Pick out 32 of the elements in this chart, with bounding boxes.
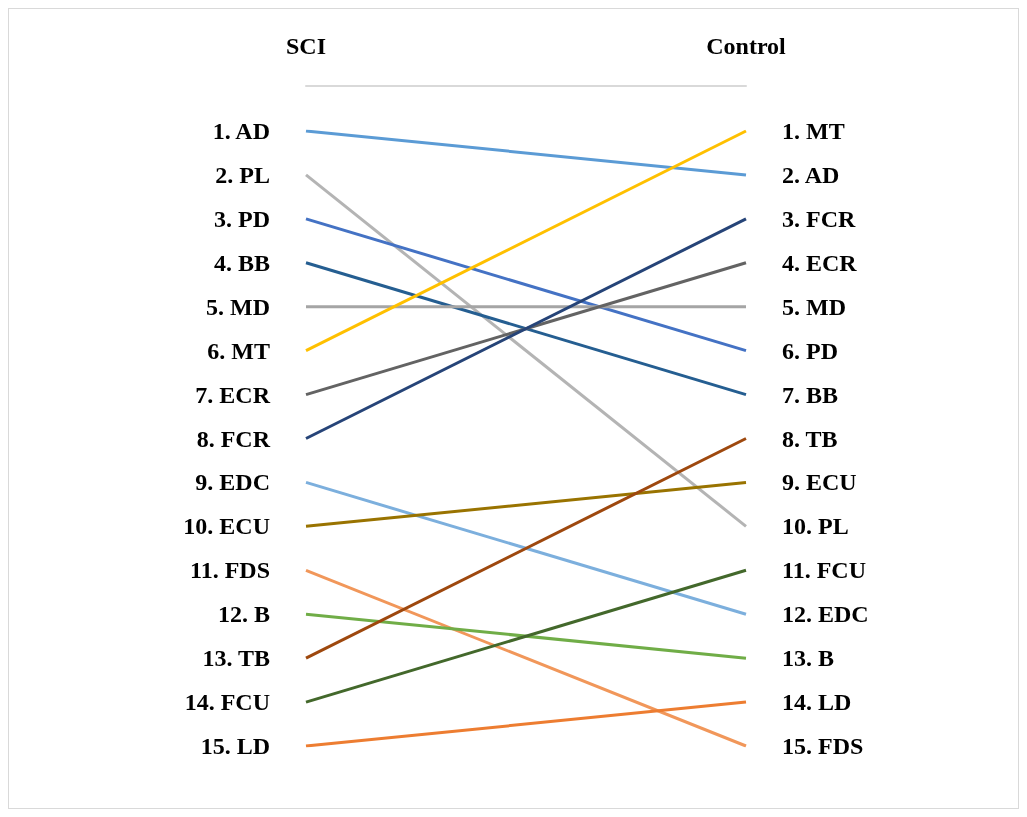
y-tick-label: 15. LD: [200, 733, 270, 759]
y-tick-label: 12. B: [217, 601, 270, 628]
y-tick-label: 9. EDC: [195, 469, 270, 496]
y2-tick-label: 12. EDC: [782, 601, 869, 628]
y2-tick-label: 11. FCU: [782, 557, 866, 584]
y-tick-label: 8. FCR: [196, 425, 271, 452]
y-tick-label: 6. MT: [207, 337, 270, 364]
y2-tick-label: 2. AD: [782, 161, 840, 188]
y2-tick-label: 7. BB: [782, 381, 839, 408]
y2-tick-label: 10. PL: [782, 513, 849, 540]
y-tick-label: 3. PD: [214, 205, 270, 232]
y-tick-label: 1. AD: [212, 118, 270, 144]
y-tick-label: 4. BB: [213, 249, 270, 276]
y-tick-label: 13. TB: [202, 645, 270, 672]
y-tick-label: 7. ECR: [195, 381, 271, 408]
y2-tick-label: 6. PD: [782, 337, 838, 364]
y2-tick-label: 4. ECR: [782, 249, 858, 276]
y-tick-label: 2. PL: [215, 161, 270, 188]
y2-tick-label: 8. TB: [782, 425, 838, 452]
y-tick-label: 11. FDS: [189, 557, 270, 584]
y2-tick-label: 14. LD: [782, 689, 852, 716]
y2-tick-label: 3. FCR: [782, 205, 856, 232]
y2-tick-label: 1. MT: [782, 118, 845, 144]
y-tick-label: 14. FCU: [184, 689, 270, 716]
y2-tick-label: 15. FDS: [782, 733, 864, 759]
y2-tick-label: 5. MD: [782, 293, 846, 320]
x-tick-label: Control: [706, 33, 787, 59]
y2-tick-label: 9. ECU: [782, 469, 857, 496]
y2-tick-label: 13. B: [782, 645, 835, 672]
y-tick-label: 5. MD: [206, 293, 270, 320]
y-tick-label: 10. ECU: [183, 513, 270, 540]
x-tick-label: SCI: [285, 33, 327, 59]
